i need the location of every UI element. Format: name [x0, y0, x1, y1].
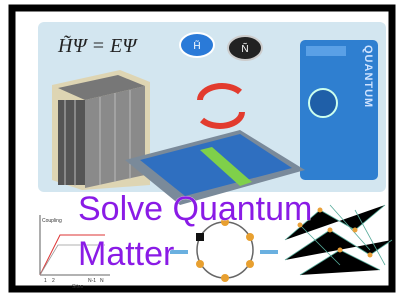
- tick-label: N: [100, 278, 104, 284]
- button-label: H̃: [193, 39, 200, 52]
- tick-label: 1: [44, 278, 47, 284]
- server-stack: [52, 70, 150, 190]
- button-label: Ñ: [241, 42, 248, 55]
- tick-label: 2: [52, 278, 55, 284]
- equation: H̃Ψ = EΨ: [57, 34, 138, 57]
- device-panel: [306, 46, 346, 56]
- illustration: H̃Ψ = EΨ H̃ Ñ QUANTUM Coupling Sites 1 2…: [0, 0, 404, 297]
- axis-label: Coupling: [42, 218, 62, 224]
- device-label: QUANTUM: [362, 45, 374, 108]
- title-line: Matter: [78, 235, 174, 273]
- tick-label: N-1: [88, 278, 96, 284]
- title-line: Solve Quantum: [78, 190, 312, 228]
- axis-label: Sites: [72, 284, 84, 290]
- device-icon: [309, 89, 337, 117]
